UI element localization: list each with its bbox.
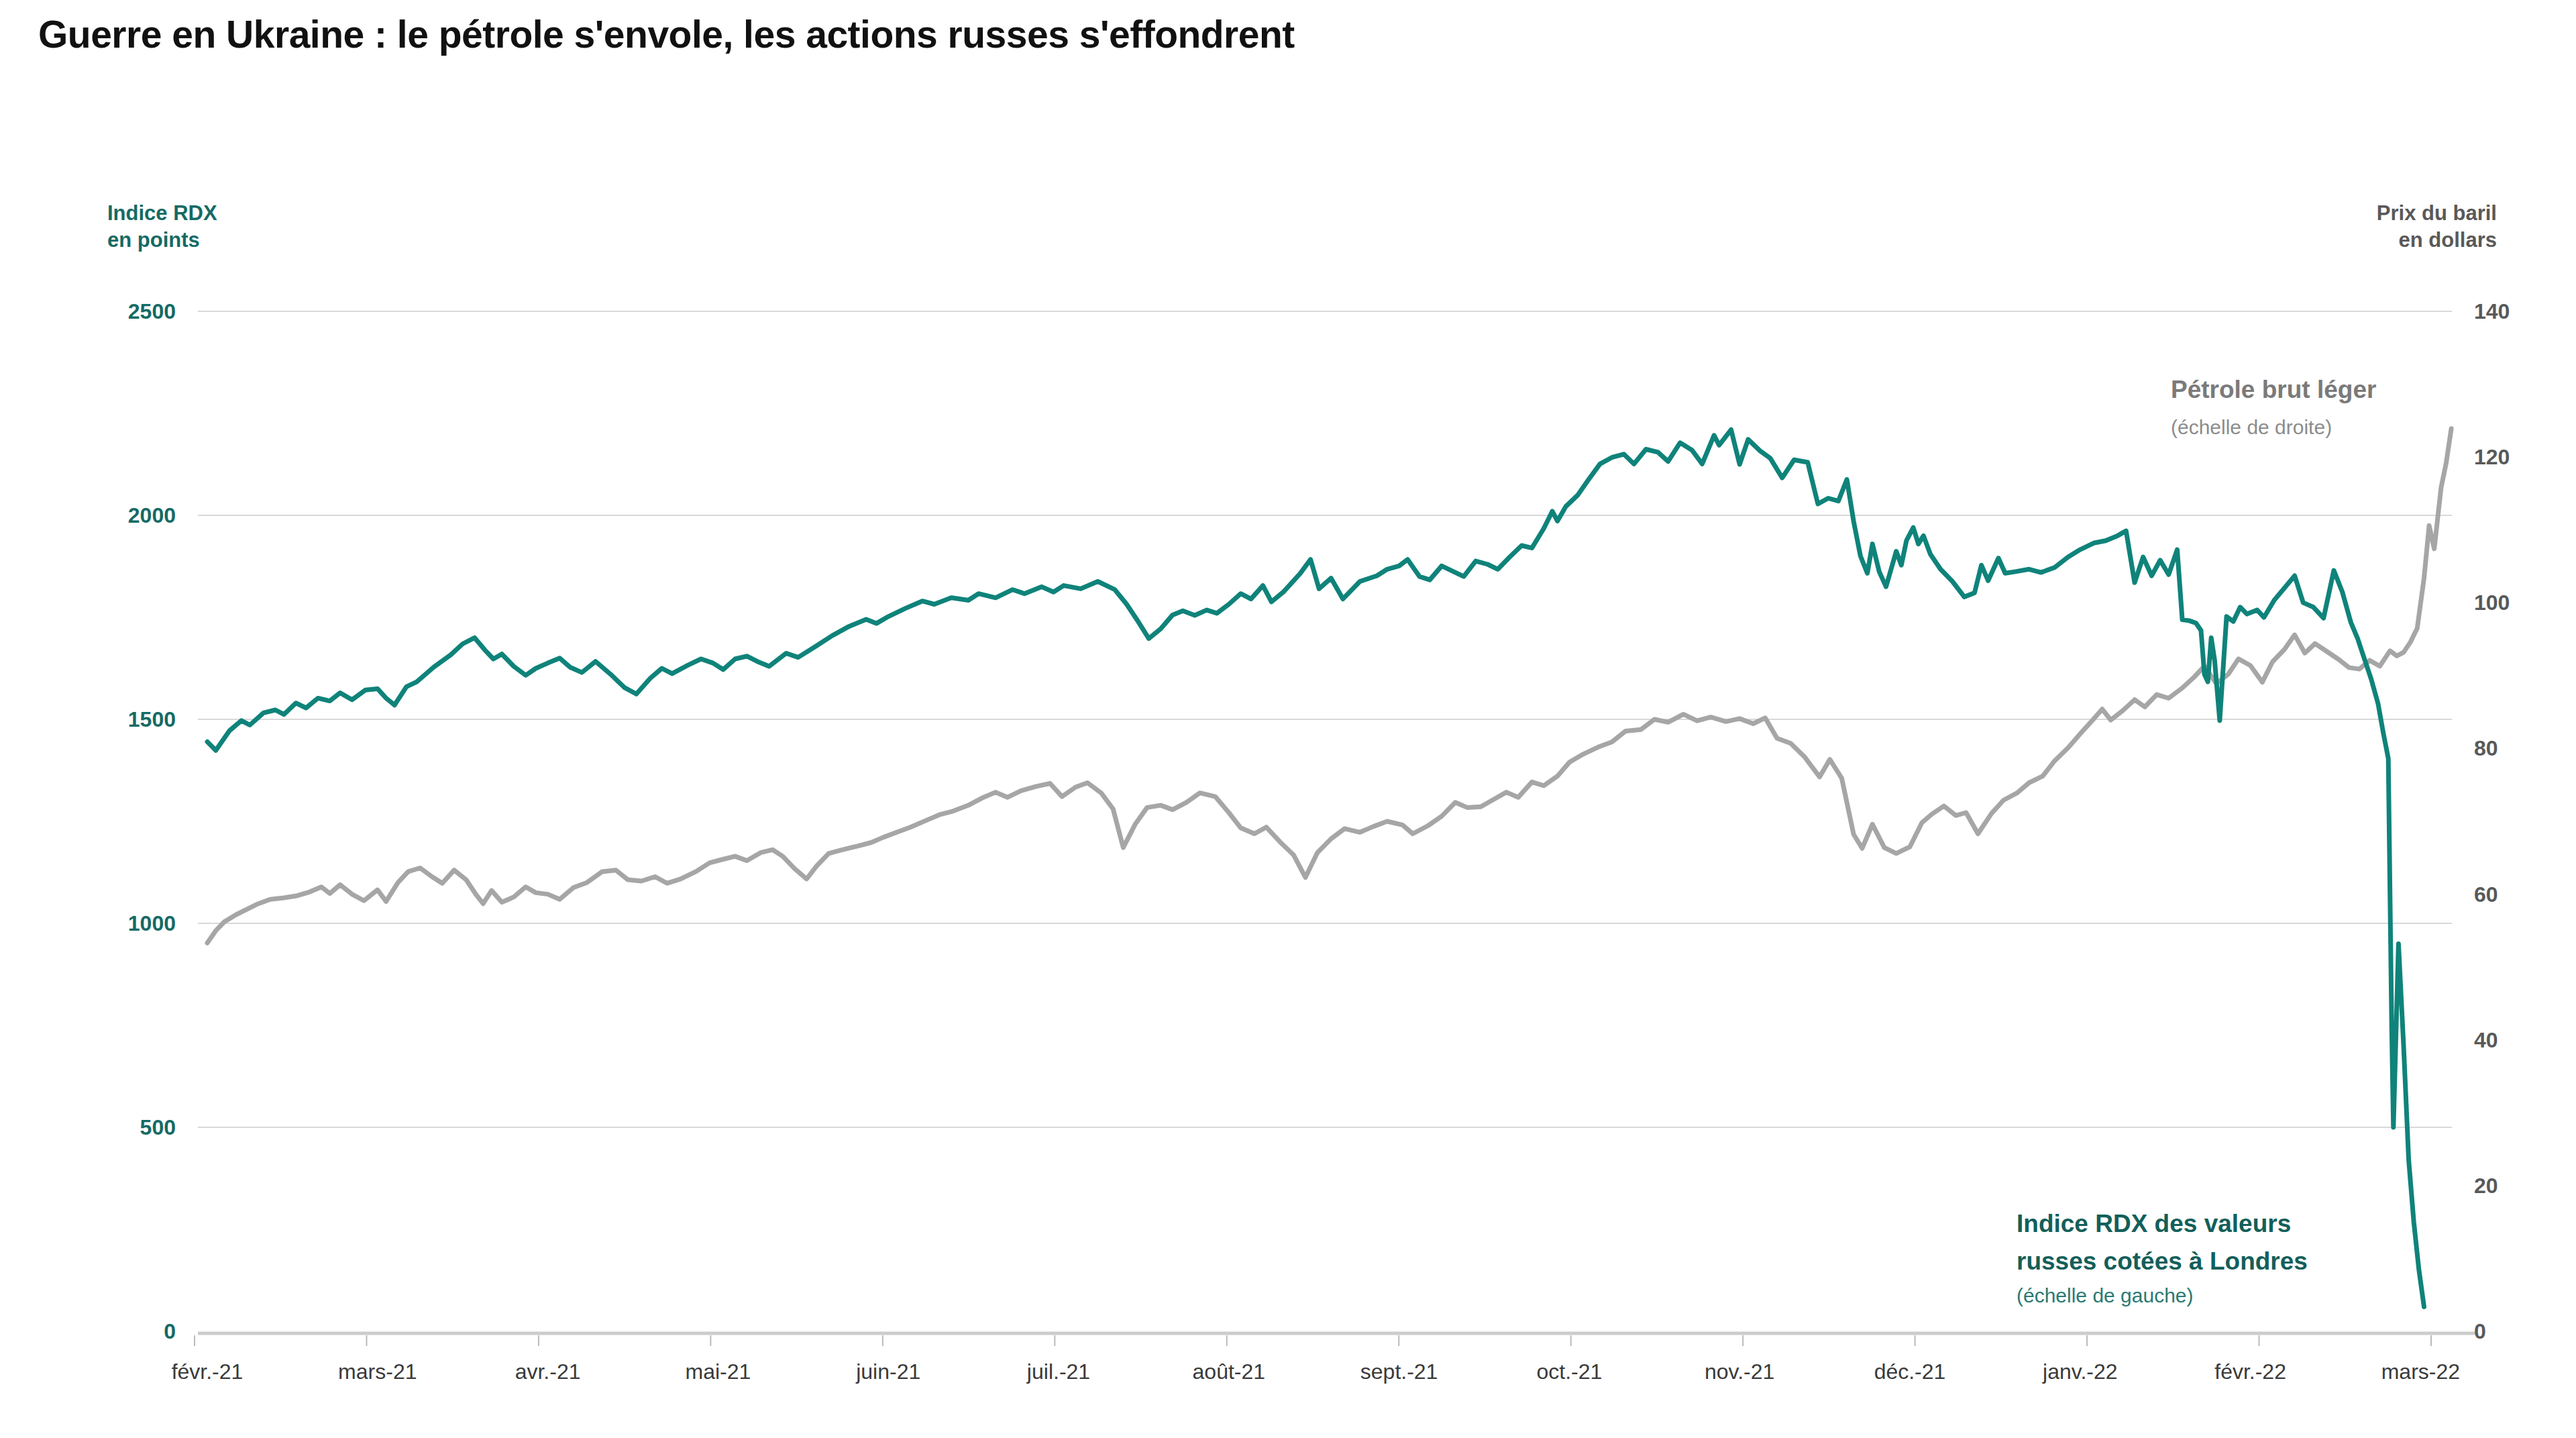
- right-axis-tick-20: 20: [2474, 1173, 2561, 1198]
- oil-series-annotation-scale-note: (échelle de droite): [2171, 416, 2332, 439]
- left-axis-title-line2: en points: [107, 227, 217, 254]
- left-axis-tick-1000: 1000: [89, 911, 176, 936]
- right-axis-tick-40: 40: [2474, 1027, 2561, 1053]
- oil-series-annotation: Pétrole brut léger: [2171, 376, 2376, 404]
- right-axis-tick-60: 60: [2474, 882, 2561, 907]
- right-axis-tick-0: 0: [2474, 1319, 2561, 1344]
- right-axis-tick-120: 120: [2474, 444, 2561, 470]
- right-axis-tick-140: 140: [2474, 299, 2561, 324]
- x-axis-label-déc.-21: déc.-21: [1823, 1359, 1997, 1384]
- left-axis-tick-0: 0: [89, 1319, 176, 1344]
- x-axis-label-sept.-21: sept.-21: [1312, 1359, 1487, 1384]
- rdx-series-annotation-scale-note: (échelle de gauche): [2017, 1284, 2194, 1307]
- left-axis-title-line1: Indice RDX: [107, 200, 217, 227]
- left-axis-tick-500: 500: [89, 1115, 176, 1140]
- left-axis-tick-2500: 2500: [89, 299, 176, 324]
- rdx-series-annotation-line1: Indice RDX des valeurs: [2017, 1205, 2308, 1243]
- left-axis-tick-2000: 2000: [89, 503, 176, 528]
- x-axis-label-mars-21: mars-21: [290, 1359, 465, 1384]
- right-axis-title-line2: en dollars: [2288, 227, 2497, 254]
- rdx-index-line: [207, 429, 2424, 1306]
- page-title: Guerre en Ukraine : le pétrole s'envole,…: [38, 12, 1295, 56]
- left-axis-title: Indice RDX en points: [107, 200, 217, 254]
- x-axis-label-févr.-21: févr.-21: [120, 1359, 294, 1384]
- x-axis-label-avr.-21: avr.-21: [461, 1359, 635, 1384]
- right-axis-tick-80: 80: [2474, 735, 2561, 761]
- x-axis-label-mars-22: mars-22: [2333, 1359, 2508, 1384]
- oil-price-line: [207, 429, 2451, 943]
- chart-page: Guerre en Ukraine : le pétrole s'envole,…: [0, 0, 2576, 1438]
- x-axis-label-juin-21: juin-21: [801, 1359, 975, 1384]
- x-axis-label-oct.-21: oct.-21: [1482, 1359, 1656, 1384]
- right-axis-title-line1: Prix du baril: [2288, 200, 2497, 227]
- x-axis-label-mai-21: mai-21: [631, 1359, 805, 1384]
- left-axis-tick-1500: 1500: [89, 707, 176, 732]
- rdx-series-annotation-line2: russes cotées à Londres: [2017, 1243, 2308, 1280]
- right-axis-title: Prix du baril en dollars: [2288, 200, 2497, 254]
- x-axis-label-févr.-22: févr.-22: [2163, 1359, 2338, 1384]
- x-axis-label-juil.-21: juil.-21: [971, 1359, 1146, 1384]
- x-axis-label-janv.-22: janv.-22: [1993, 1359, 2167, 1384]
- right-axis-tick-100: 100: [2474, 590, 2561, 615]
- x-axis-label-nov.-21: nov.-21: [1652, 1359, 1827, 1384]
- x-axis-label-août-21: août-21: [1142, 1359, 1316, 1384]
- rdx-series-annotation: Indice RDX des valeurs russes cotées à L…: [2017, 1205, 2308, 1280]
